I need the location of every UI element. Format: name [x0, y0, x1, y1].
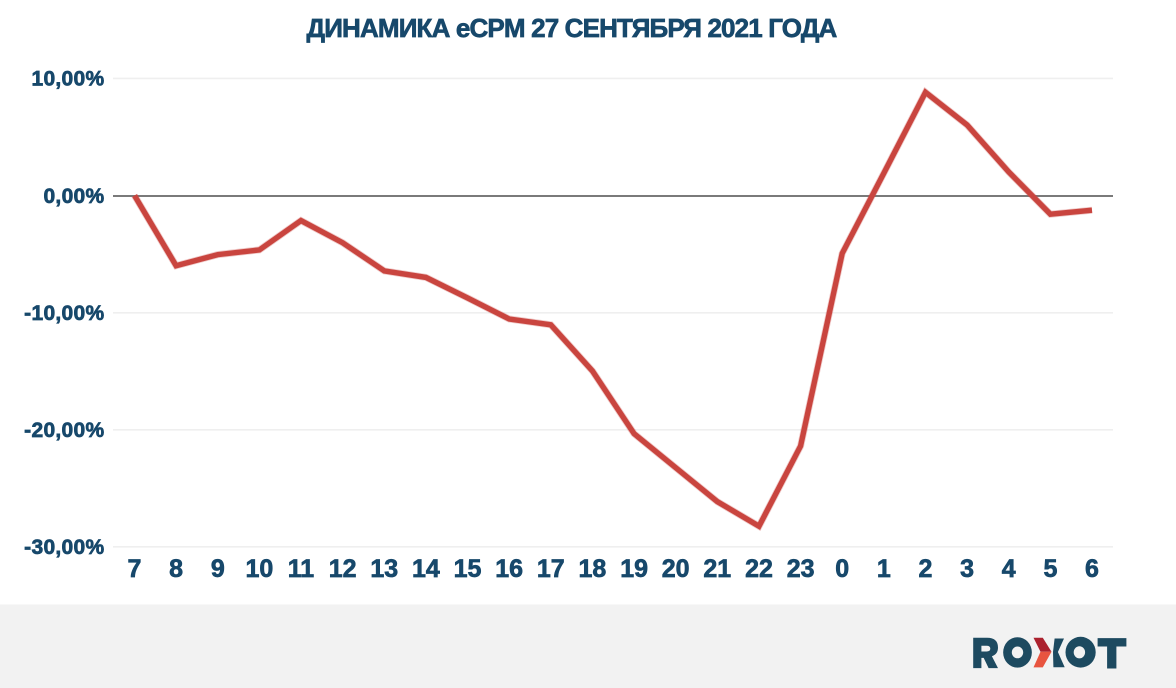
svg-text:12: 12: [329, 555, 357, 583]
svg-text:-30,00%: -30,00%: [24, 536, 104, 559]
svg-text:13: 13: [370, 555, 398, 583]
svg-text:4: 4: [1002, 555, 1016, 583]
svg-text:ДИНАМИКА eCPM 27 СЕНТЯБРЯ 2021: ДИНАМИКА eCPM 27 СЕНТЯБРЯ 2021 ГОДА: [307, 13, 838, 43]
svg-text:14: 14: [412, 555, 440, 583]
svg-text:0,00%: 0,00%: [43, 185, 104, 208]
svg-text:-20,00%: -20,00%: [24, 419, 104, 442]
svg-text:6: 6: [1085, 555, 1099, 583]
svg-text:9: 9: [211, 555, 225, 583]
svg-text:18: 18: [578, 555, 606, 583]
svg-text:19: 19: [620, 555, 648, 583]
svg-text:1: 1: [877, 555, 891, 583]
svg-text:22: 22: [745, 555, 773, 583]
svg-text:5: 5: [1043, 555, 1057, 583]
svg-text:16: 16: [495, 555, 523, 583]
svg-text:2: 2: [919, 555, 933, 583]
svg-text:11: 11: [288, 555, 315, 583]
svg-text:7: 7: [128, 555, 142, 583]
svg-text:-10,00%: -10,00%: [24, 302, 104, 325]
svg-text:17: 17: [537, 555, 565, 583]
svg-text:21: 21: [703, 555, 731, 583]
svg-text:10: 10: [245, 555, 273, 583]
svg-text:23: 23: [787, 555, 815, 583]
svg-text:15: 15: [454, 555, 482, 583]
svg-text:10,00%: 10,00%: [31, 67, 104, 90]
svg-text:3: 3: [960, 555, 974, 583]
svg-text:0: 0: [835, 555, 849, 583]
svg-text:8: 8: [169, 555, 183, 583]
svg-text:20: 20: [662, 555, 690, 583]
